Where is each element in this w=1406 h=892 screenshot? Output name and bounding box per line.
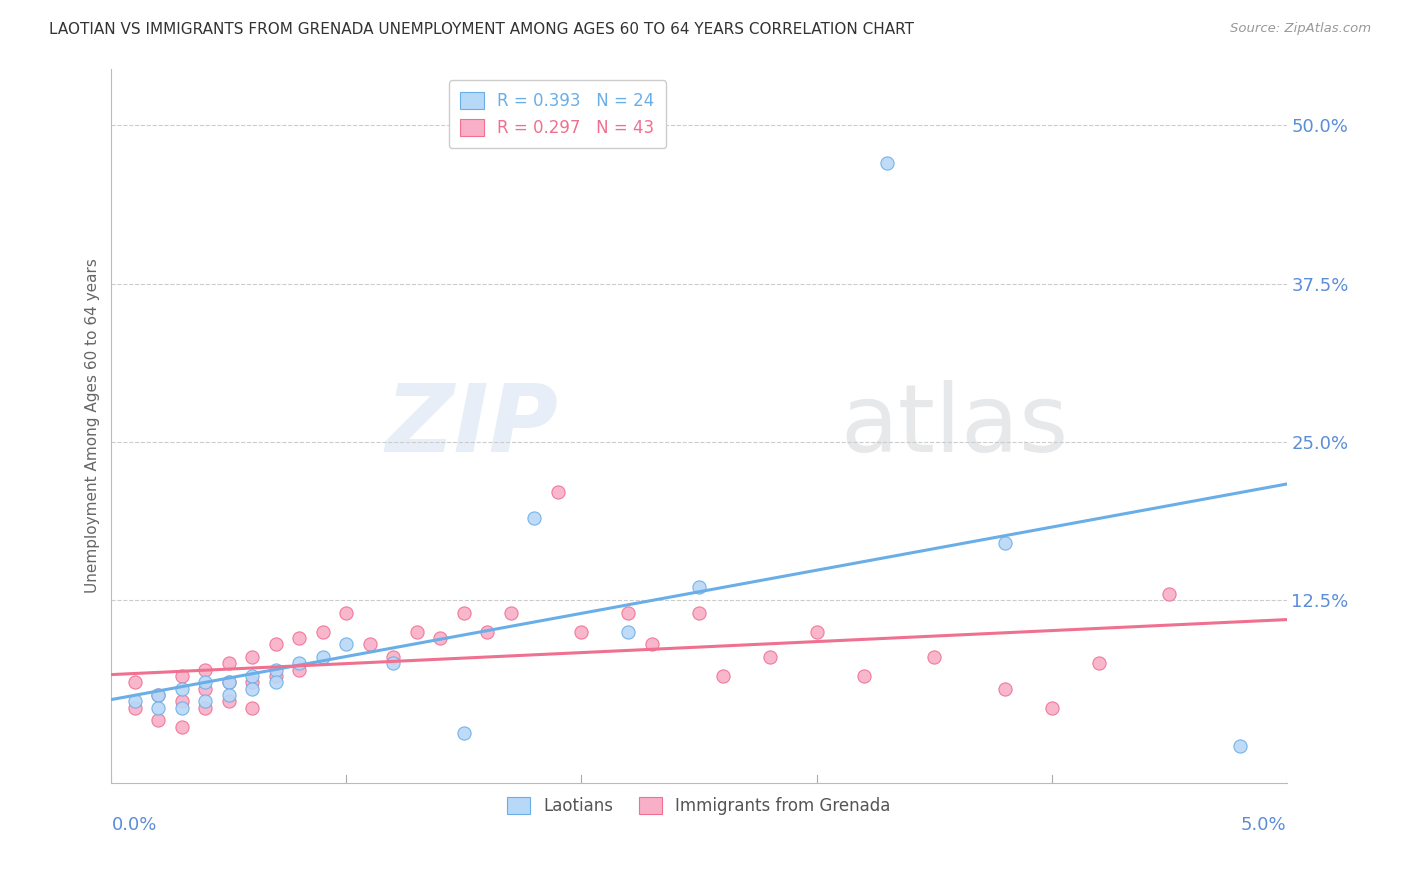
Point [993,536,1015,550]
Point [335,606,357,620]
Point [194,700,217,714]
Point [547,485,569,500]
Point [993,681,1015,696]
Point [194,681,217,696]
Point [264,675,287,690]
Point [148,688,170,702]
Point [170,694,193,708]
Point [194,675,217,690]
Point [688,606,710,620]
Point [1229,739,1251,753]
Point [170,700,193,714]
Y-axis label: Unemployment Among Ages 60 to 64 years: Unemployment Among Ages 60 to 64 years [86,259,100,593]
Text: LAOTIAN VS IMMIGRANTS FROM GRENADA UNEMPLOYMENT AMONG AGES 60 TO 64 YEARS CORREL: LAOTIAN VS IMMIGRANTS FROM GRENADA UNEMP… [49,22,914,37]
Point [242,649,264,664]
Point [617,624,640,639]
Point [148,700,170,714]
Point [359,637,381,651]
Point [876,156,898,170]
Point [170,720,193,734]
Point [218,675,240,690]
Point [218,675,240,690]
Point [571,624,593,639]
Point [312,624,335,639]
Point [218,694,240,708]
Text: 0.0%: 0.0% [111,815,157,834]
Point [335,637,357,651]
Point [170,669,193,683]
Legend: Laotians, Immigrants from Grenada: Laotians, Immigrants from Grenada [498,787,901,825]
Point [453,726,475,740]
Point [194,663,217,677]
Point [499,606,522,620]
Point [124,700,146,714]
Point [641,637,664,651]
Point [242,700,264,714]
Point [312,649,335,664]
Point [218,688,240,702]
Point [429,631,451,645]
Point [170,681,193,696]
Point [218,657,240,671]
Point [288,631,311,645]
Point [758,649,780,664]
Point [124,675,146,690]
Point [242,675,264,690]
Point [382,649,405,664]
Text: Source: ZipAtlas.com: Source: ZipAtlas.com [1230,22,1371,36]
Point [264,669,287,683]
Point [242,669,264,683]
Point [406,624,429,639]
Point [148,713,170,727]
Text: atlas: atlas [839,380,1069,472]
Point [1157,587,1180,601]
Point [288,657,311,671]
Point [477,624,499,639]
Point [711,669,734,683]
Point [617,606,640,620]
Point [264,637,287,651]
Point [288,663,311,677]
Point [264,663,287,677]
Text: 5.0%: 5.0% [1241,815,1286,834]
Point [242,681,264,696]
Point [453,606,475,620]
Point [852,669,875,683]
Point [688,580,710,594]
Point [1087,657,1109,671]
Point [523,510,546,524]
Point [124,694,146,708]
Point [806,624,828,639]
Point [382,657,405,671]
Point [194,694,217,708]
Point [922,649,945,664]
Text: ZIP: ZIP [385,380,558,472]
Point [1040,700,1063,714]
Point [148,688,170,702]
